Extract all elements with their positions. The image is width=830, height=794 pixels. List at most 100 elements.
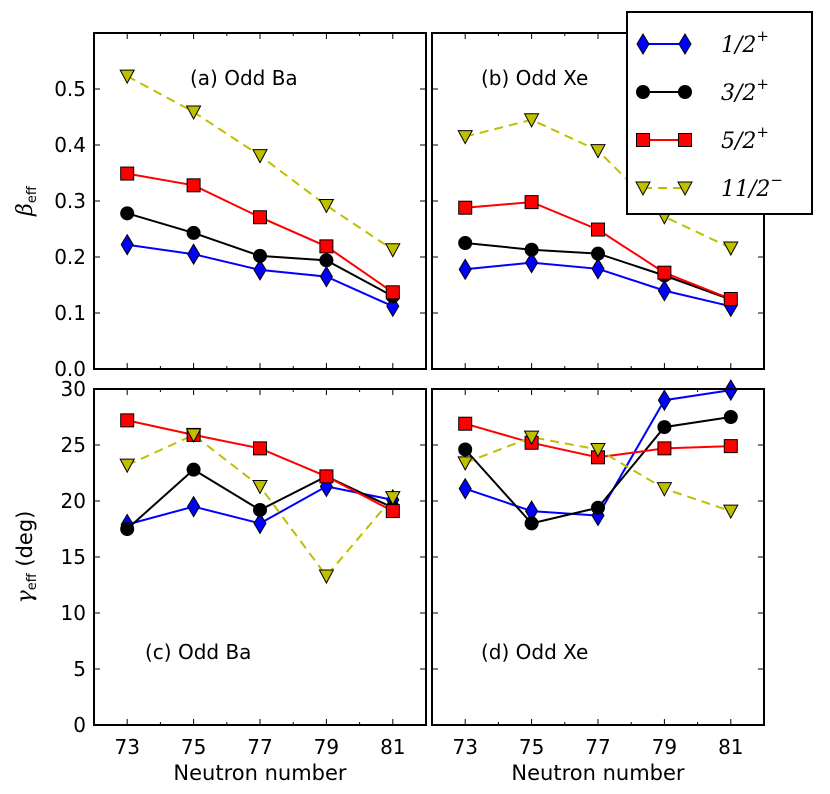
data-point-11/2- xyxy=(119,69,136,85)
legend-marker xyxy=(636,33,650,55)
legend-label: 3/2+ xyxy=(721,75,769,106)
data-point-11/2- xyxy=(656,482,673,497)
panel-label: (a) Odd Ba xyxy=(190,66,298,90)
data-point-11/2- xyxy=(590,442,606,458)
data-point-5/2+ xyxy=(657,441,672,456)
data-point-11/2- xyxy=(457,130,474,145)
legend-entry: 11/2− xyxy=(635,171,783,202)
data-point-3/2+ xyxy=(186,462,201,477)
data-point-3/2+ xyxy=(458,236,473,250)
data-point-11/2- xyxy=(457,456,474,471)
y-tick-label: 0.2 xyxy=(54,245,86,269)
x-tick-label: 73 xyxy=(114,735,139,759)
data-point-1/2+ xyxy=(187,243,201,266)
x-tick-label: 73 xyxy=(452,735,477,759)
data-point-11/2- xyxy=(185,105,202,121)
data-point-3/2+ xyxy=(319,253,334,268)
x-tick-label: 75 xyxy=(181,735,206,759)
data-point-11/2- xyxy=(185,428,202,443)
data-point-11/2- xyxy=(384,491,401,506)
data-point-3/2+ xyxy=(723,410,738,424)
data-point-11/2- xyxy=(523,113,540,128)
legend-label: 5/2+ xyxy=(721,123,769,154)
data-point-5/2+ xyxy=(723,439,738,454)
y-tick-label: 20 xyxy=(61,489,86,513)
x-axis-title: Neutron number xyxy=(173,761,347,785)
legend-marker xyxy=(636,85,650,99)
y-tick-label: 30 xyxy=(61,377,86,401)
data-point-5/2+ xyxy=(319,239,334,254)
y-axis-title: βeff xyxy=(13,185,40,217)
x-tick-label: 77 xyxy=(247,735,272,759)
data-point-11/2- xyxy=(722,241,739,257)
legend-marker xyxy=(636,133,650,147)
data-point-11/2- xyxy=(318,198,335,214)
x-tick-label: 79 xyxy=(652,735,677,759)
data-point-11/2- xyxy=(318,569,335,585)
data-point-11/2- xyxy=(252,479,268,495)
panel-label: (d) Odd Xe xyxy=(481,640,588,664)
x-tick-label: 81 xyxy=(380,735,405,759)
legend-box xyxy=(626,11,813,215)
data-point-11/2- xyxy=(119,458,136,474)
data-point-1/2+ xyxy=(591,257,605,280)
panel-c: 0 5 10 15 20 25 30 73 75 77 79 81 Neutron number γeff… xyxy=(13,377,427,785)
x-tick-label: 81 xyxy=(718,735,743,759)
data-point-1/2+ xyxy=(253,258,267,281)
data-point-1/2+ xyxy=(187,495,201,518)
axes-frame xyxy=(431,388,765,726)
data-point-5/2+ xyxy=(524,195,539,210)
data-point-3/2+ xyxy=(458,442,473,457)
x-tick-label: 75 xyxy=(519,735,544,759)
axes-frame xyxy=(93,32,427,370)
data-point-1/2+ xyxy=(724,379,738,402)
data-point-11/2- xyxy=(523,430,540,446)
y-tick-label: 0.1 xyxy=(54,301,86,325)
panel-label: (c) Odd Ba xyxy=(145,640,251,664)
data-point-1/2+ xyxy=(657,389,671,412)
data-point-3/2+ xyxy=(591,500,605,515)
legend-entry: 3/2+ xyxy=(636,75,769,106)
y-tick-label: 0 xyxy=(73,713,86,737)
panel-label: (b) Odd Xe xyxy=(481,66,588,90)
panel-a: 0.0 0.1 0.2 0.3 0.4 0.5 βeff (a) Odd Ba xyxy=(13,32,427,381)
data-point-11/2- xyxy=(590,144,606,159)
plot-area xyxy=(94,389,426,725)
data-point-5/2+ xyxy=(186,178,201,193)
plot-area xyxy=(94,33,426,369)
data-point-5/2+ xyxy=(657,265,672,280)
data-point-3/2+ xyxy=(524,516,539,531)
legend-marker xyxy=(678,85,692,99)
legend-marker xyxy=(677,181,693,197)
data-point-3/2+ xyxy=(253,502,267,517)
data-point-1/2+ xyxy=(319,265,333,288)
data-point-1/2+ xyxy=(657,279,671,302)
data-point-3/2+ xyxy=(120,522,135,536)
data-point-5/2+ xyxy=(385,504,400,519)
data-point-5/2+ xyxy=(458,416,473,431)
legend-marker xyxy=(635,181,651,197)
data-point-3/2+ xyxy=(253,248,267,263)
data-point-5/2+ xyxy=(458,200,473,215)
y-tick-label: 5 xyxy=(73,657,86,681)
x-axis-title: Neutron number xyxy=(511,761,685,785)
data-point-3/2+ xyxy=(591,246,605,261)
data-point-3/2+ xyxy=(657,420,672,435)
legend-marker xyxy=(678,33,692,55)
data-point-5/2+ xyxy=(385,285,400,300)
data-point-11/2- xyxy=(252,149,268,164)
legend-label: 1/2+ xyxy=(721,27,769,58)
data-point-5/2+ xyxy=(253,210,267,225)
y-tick-label: 25 xyxy=(61,433,86,457)
data-point-3/2+ xyxy=(120,206,135,221)
y-tick-label: 15 xyxy=(61,545,86,569)
axes-frame xyxy=(93,388,427,726)
data-point-1/2+ xyxy=(120,233,134,256)
x-tick-label: 79 xyxy=(314,735,339,759)
y-tick-label: 0.3 xyxy=(54,189,86,213)
data-point-1/2+ xyxy=(253,512,267,535)
x-tick-label: 77 xyxy=(585,735,610,759)
data-point-5/2+ xyxy=(319,469,334,484)
plot-area xyxy=(432,389,764,725)
